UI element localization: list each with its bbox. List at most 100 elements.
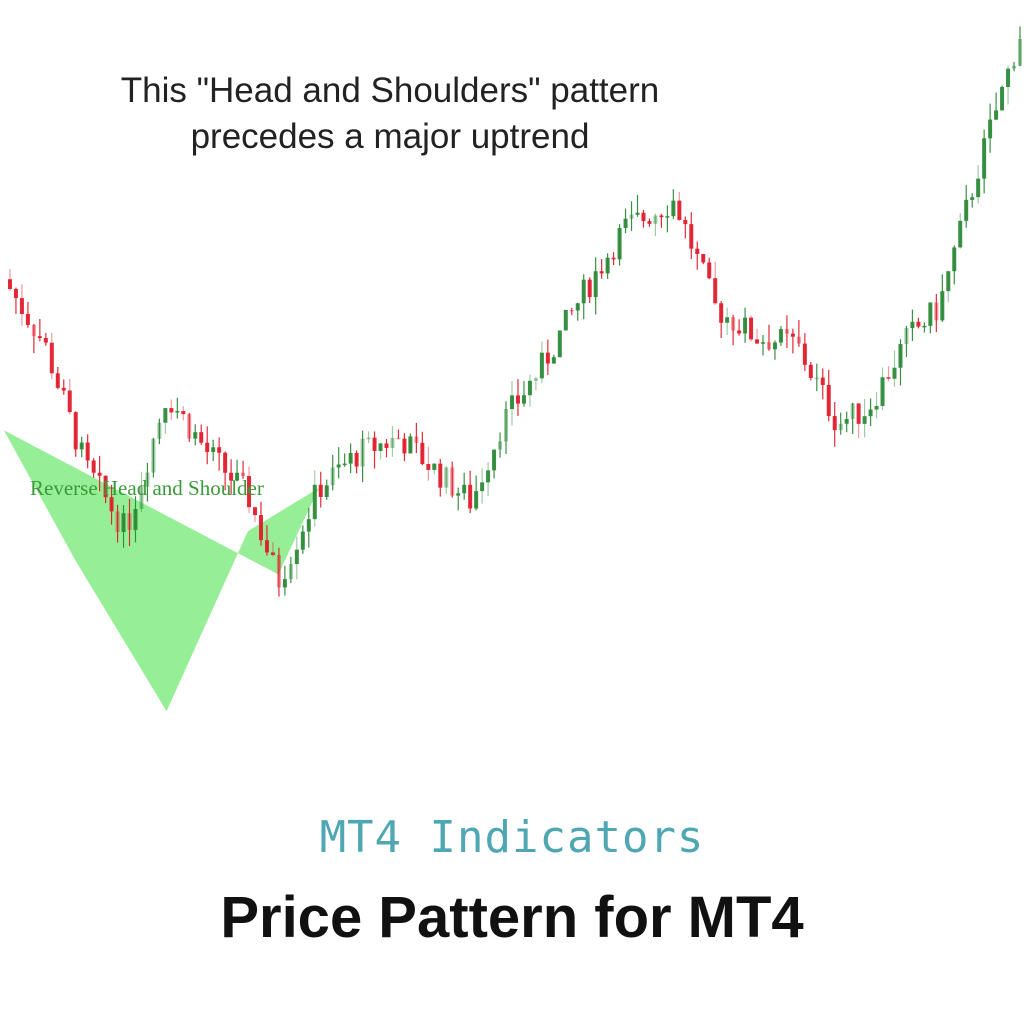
candle-body bbox=[73, 412, 78, 450]
candle-body bbox=[761, 342, 766, 344]
candle-body bbox=[462, 484, 467, 494]
candle-body bbox=[354, 452, 359, 467]
candle-body bbox=[898, 344, 903, 368]
candle-body bbox=[946, 271, 951, 292]
pattern-triangle bbox=[4, 430, 319, 712]
candle-body bbox=[175, 411, 180, 413]
candle-body bbox=[976, 178, 981, 198]
candle-body bbox=[802, 343, 807, 365]
candle-body bbox=[211, 447, 216, 453]
candle-body bbox=[31, 324, 36, 337]
candle-body bbox=[970, 197, 975, 200]
candle-body bbox=[103, 475, 108, 498]
pattern-label: Reverse Head and Shoulder bbox=[30, 476, 264, 500]
candle-body bbox=[808, 364, 813, 378]
candle-body bbox=[737, 330, 742, 334]
candle-body bbox=[569, 309, 574, 312]
candle-body bbox=[820, 377, 825, 385]
candle-body bbox=[294, 549, 299, 565]
candle-body bbox=[647, 221, 652, 224]
candle-body bbox=[229, 472, 234, 481]
candle-body bbox=[139, 486, 144, 509]
candle-body bbox=[402, 438, 407, 454]
candle-body bbox=[1006, 68, 1011, 88]
candle-body bbox=[384, 443, 389, 448]
candle-body bbox=[826, 384, 831, 417]
candle-body bbox=[300, 531, 305, 550]
candle-body bbox=[695, 248, 700, 254]
annotation-line-1: This "Head and Shoulders" pattern bbox=[120, 71, 660, 110]
candle-body bbox=[390, 437, 395, 448]
candle-body bbox=[91, 460, 96, 473]
candle-body bbox=[348, 452, 353, 464]
candle-body bbox=[1018, 39, 1022, 66]
candle-body bbox=[55, 373, 60, 388]
candle-body bbox=[527, 380, 532, 396]
candle-body bbox=[665, 216, 670, 218]
candle-body bbox=[253, 507, 258, 516]
candle-body bbox=[778, 329, 783, 343]
candle-body bbox=[934, 302, 939, 321]
candle-body bbox=[749, 317, 754, 340]
candle-body bbox=[784, 329, 789, 334]
candle-body bbox=[958, 220, 963, 248]
candle-body bbox=[187, 414, 192, 439]
candle-body bbox=[940, 291, 945, 321]
candle-body bbox=[205, 442, 210, 453]
candle-body bbox=[438, 463, 443, 488]
candle-body bbox=[910, 321, 915, 329]
candle-body bbox=[1012, 65, 1017, 69]
candle-body bbox=[814, 377, 819, 380]
candle-body bbox=[892, 367, 897, 379]
candle-body bbox=[743, 317, 748, 334]
candle-body bbox=[862, 416, 867, 424]
candle-body bbox=[25, 313, 30, 325]
candle-body bbox=[217, 447, 222, 453]
candle-body bbox=[324, 485, 329, 497]
candle-body bbox=[330, 467, 335, 486]
candle-body bbox=[545, 352, 550, 364]
candle-body bbox=[659, 215, 664, 218]
chart-annotation: This "Head and Shoulders" pattern preced… bbox=[60, 68, 720, 160]
candle-body bbox=[13, 289, 18, 299]
candle-body bbox=[151, 438, 156, 473]
candle-body bbox=[247, 475, 252, 508]
candle-body bbox=[988, 119, 993, 139]
candle-body bbox=[701, 253, 706, 263]
candle-body bbox=[623, 218, 628, 228]
candle-body bbox=[121, 513, 126, 533]
candle-body bbox=[563, 309, 568, 331]
candle-body bbox=[486, 470, 491, 483]
candle-body bbox=[994, 110, 999, 120]
candle-body bbox=[288, 564, 293, 580]
candle-body bbox=[193, 432, 198, 439]
candle-body bbox=[880, 377, 885, 406]
candle-body bbox=[432, 463, 437, 470]
candle-body bbox=[342, 463, 347, 466]
candle-body bbox=[241, 472, 246, 476]
candle-body bbox=[790, 333, 795, 337]
candle-body bbox=[336, 464, 341, 468]
candle-body bbox=[844, 419, 849, 424]
candle-body bbox=[593, 271, 598, 298]
candles-group bbox=[7, 26, 1022, 597]
candle-body bbox=[264, 540, 269, 553]
candle-body bbox=[641, 212, 646, 222]
candle-body bbox=[127, 513, 132, 530]
candle-body bbox=[49, 342, 54, 374]
candle-body bbox=[492, 449, 497, 471]
candle-body bbox=[504, 409, 509, 442]
candle-body bbox=[886, 377, 891, 379]
candle-body bbox=[181, 411, 186, 415]
subtitle: MT4 Indicators bbox=[319, 812, 705, 863]
candle-body bbox=[312, 484, 317, 520]
candle-body bbox=[426, 463, 431, 470]
candle-body bbox=[539, 352, 544, 379]
candle-body bbox=[456, 493, 461, 496]
candle-body bbox=[677, 200, 682, 220]
candle-body bbox=[133, 508, 138, 530]
candle-body bbox=[235, 472, 240, 481]
annotation-line-2: precedes a major uptrend bbox=[190, 117, 590, 156]
candle-body bbox=[772, 342, 777, 350]
